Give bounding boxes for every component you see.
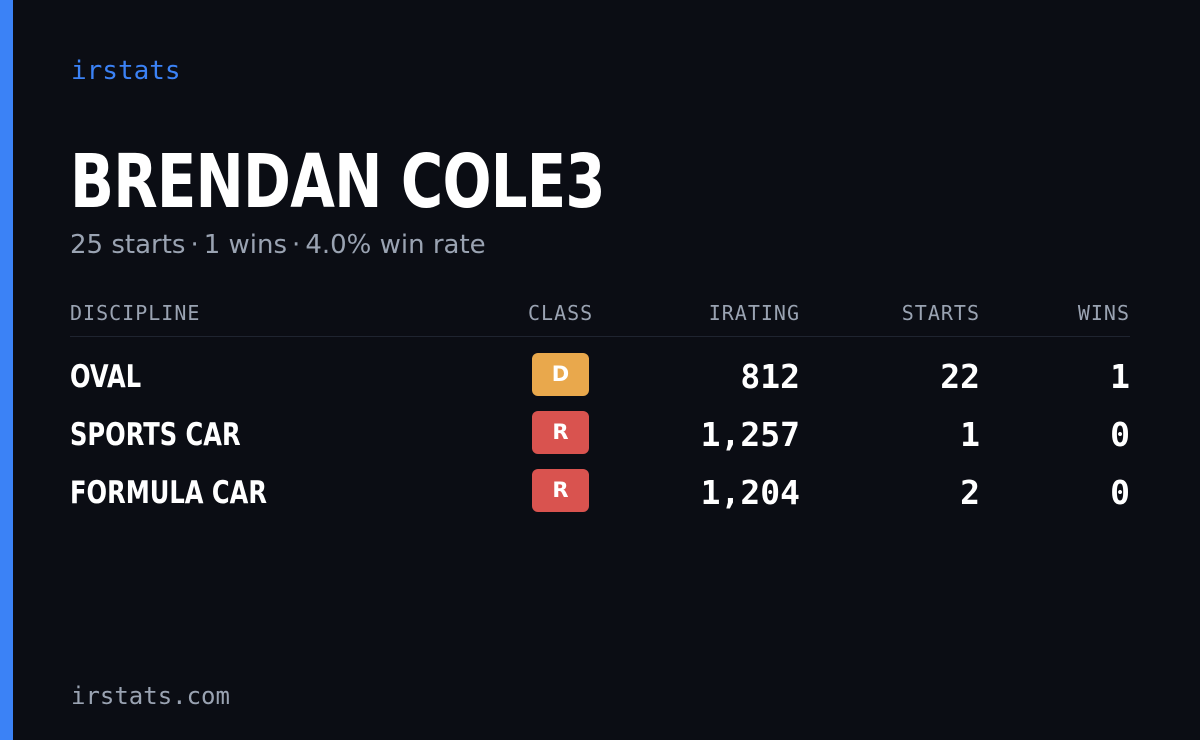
table-row: OVAL D 812 22 1 bbox=[70, 337, 1130, 396]
wins-value: 1 bbox=[1110, 357, 1130, 396]
summary-starts: 25 starts bbox=[70, 230, 186, 260]
discipline-name: SPORTS CAR bbox=[70, 417, 241, 453]
summary-separator: · bbox=[292, 230, 301, 260]
header-class: CLASS bbox=[528, 301, 594, 325]
footer-url: irstats.com bbox=[71, 682, 230, 710]
class-badge: R bbox=[532, 411, 589, 454]
header-discipline: DISCIPLINE bbox=[70, 301, 201, 325]
discipline-name: OVAL bbox=[70, 359, 142, 395]
irating-value: 812 bbox=[740, 357, 800, 396]
starts-value: 1 bbox=[960, 415, 980, 454]
summary-wins: 1 wins bbox=[203, 230, 288, 260]
header-starts: STARTS bbox=[901, 301, 980, 325]
summary-line: 25 starts · 1 wins · 4.0% win rate bbox=[70, 228, 486, 262]
accent-bar bbox=[0, 0, 13, 740]
starts-value: 2 bbox=[960, 473, 980, 512]
header-wins: WINS bbox=[1077, 301, 1130, 325]
irating-value: 1,257 bbox=[700, 415, 800, 454]
summary-separator: · bbox=[190, 230, 199, 260]
header-irating: IRATING bbox=[708, 301, 800, 325]
driver-name: BRENDAN COLE3 bbox=[70, 139, 606, 225]
brand-logo-text: irstats bbox=[71, 56, 181, 86]
irating-value: 1,204 bbox=[700, 473, 800, 512]
discipline-name: FORMULA CAR bbox=[70, 475, 268, 511]
starts-value: 22 bbox=[940, 357, 980, 396]
class-badge: R bbox=[532, 469, 589, 512]
summary-win-rate: 4.0% win rate bbox=[305, 230, 486, 260]
discipline-table: DISCIPLINE CLASS IRATING STARTS WINS OVA… bbox=[70, 298, 1130, 512]
wins-value: 0 bbox=[1110, 415, 1130, 454]
class-badge: D bbox=[532, 353, 589, 396]
table-header: DISCIPLINE CLASS IRATING STARTS WINS bbox=[70, 298, 1130, 337]
wins-value: 0 bbox=[1110, 473, 1130, 512]
table-row: SPORTS CAR R 1,257 1 0 bbox=[70, 395, 1130, 454]
table-row: FORMULA CAR R 1,204 2 0 bbox=[70, 453, 1130, 512]
